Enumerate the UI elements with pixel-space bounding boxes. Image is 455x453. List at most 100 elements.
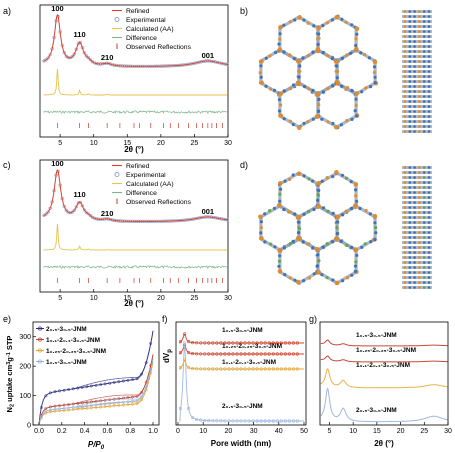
stack-layer xyxy=(402,65,432,68)
framework-atom xyxy=(345,86,350,90)
stack-atom xyxy=(413,25,416,28)
stack-atom xyxy=(427,15,431,18)
experimental-point xyxy=(70,55,74,59)
stack-atom xyxy=(408,35,412,38)
legend-swatch xyxy=(38,337,42,342)
stack-atom xyxy=(422,95,426,98)
framework-atom xyxy=(295,59,301,64)
pore-distribution-point xyxy=(239,367,243,371)
stack-atom xyxy=(422,201,426,204)
pore-distribution-point xyxy=(247,419,251,423)
framework-atom xyxy=(330,57,334,61)
pore-distribution-point xyxy=(247,341,251,345)
stack-atom xyxy=(422,60,426,63)
stack-atom xyxy=(418,20,421,23)
legend-swatch xyxy=(38,326,42,331)
x-tick-label: 0.4 xyxy=(80,428,90,435)
stack-atom xyxy=(408,50,412,53)
stack-atom xyxy=(422,191,426,194)
pore-distribution-point xyxy=(211,352,215,356)
stack-atom xyxy=(422,286,426,289)
isotherm-point xyxy=(85,400,89,404)
panel-a: a) 100 110 210 001 5 10 15 20 25 30 Refined Experi… xyxy=(3,4,232,154)
framework-atom xyxy=(273,245,277,249)
framework-atom xyxy=(316,269,322,275)
stack-atom xyxy=(413,236,416,239)
framework-atom xyxy=(341,213,345,217)
framework-atom xyxy=(326,54,330,58)
stack-atom xyxy=(403,266,407,269)
stack-atom xyxy=(413,251,416,254)
stack-atom xyxy=(422,216,426,219)
framework-atom xyxy=(350,23,354,27)
framework-atom xyxy=(335,76,339,80)
isotherm-point xyxy=(131,402,134,406)
stack-atom xyxy=(408,211,412,214)
framework-atom xyxy=(303,85,307,89)
stack-atom xyxy=(418,120,421,123)
stack-atom xyxy=(403,201,407,204)
stack-layer xyxy=(402,226,432,229)
peak-label: 001 xyxy=(202,207,215,216)
pore-distribution-point xyxy=(283,367,287,371)
isotherm-point xyxy=(62,403,66,407)
isotherm-point xyxy=(53,407,57,411)
x-tick-label: 5 xyxy=(58,295,62,302)
pxrd-line xyxy=(320,368,448,389)
panel-c-frame xyxy=(39,159,229,293)
isotherm-point xyxy=(149,368,153,372)
stack-atom xyxy=(408,196,412,199)
pore-distribution-point xyxy=(207,419,211,423)
series-label: 1₀.₁-2₀.₄-3₀.₅-JNM xyxy=(356,362,410,369)
series-label: 1₀.₂₅-2₀.₂₅-3₀.₅-JNM xyxy=(356,347,416,354)
framework-atom xyxy=(321,90,325,94)
stack-atom xyxy=(418,105,421,108)
stack-atom xyxy=(418,246,421,249)
stack-atom xyxy=(408,55,412,58)
framework-atom xyxy=(278,254,282,258)
pore-distribution-point xyxy=(263,367,267,371)
pore-distribution-point xyxy=(235,352,239,356)
stack-atom xyxy=(422,261,426,264)
isotherm-point xyxy=(131,399,134,403)
panel-g-frame xyxy=(319,321,449,426)
stack-layer xyxy=(402,55,432,58)
framework-atom xyxy=(339,84,344,88)
peak-label: 110 xyxy=(74,30,86,39)
stack-atom xyxy=(422,25,426,28)
framework-atom xyxy=(296,215,302,220)
stack-atom xyxy=(403,226,407,229)
stack-atom xyxy=(418,100,421,103)
pore-distribution-point xyxy=(251,352,255,356)
framework-atom xyxy=(298,64,302,68)
pore-distribution-point xyxy=(267,341,271,345)
isotherm-point xyxy=(99,403,103,406)
pore-distribution-point xyxy=(267,419,271,423)
isotherm-point xyxy=(103,405,107,409)
stack-atom xyxy=(403,125,407,128)
stack-atom xyxy=(403,251,407,254)
x-tick-label: 10 xyxy=(349,428,357,435)
stack-atom xyxy=(418,80,421,83)
framework-atom xyxy=(282,89,286,93)
pore-distribution-point xyxy=(211,419,215,423)
framework-atom xyxy=(311,117,315,121)
experimental-point xyxy=(44,58,48,62)
framework-atom xyxy=(349,206,354,210)
framework-atom xyxy=(296,171,302,177)
pore-distribution-point xyxy=(279,419,283,423)
stack-layer xyxy=(402,186,432,189)
isotherm-point xyxy=(39,406,43,410)
isotherm-point xyxy=(48,391,52,395)
framework-atom xyxy=(334,236,339,241)
pore-distribution-point xyxy=(287,367,291,371)
pore-distribution-point xyxy=(223,352,227,356)
pore-distribution-point xyxy=(255,341,259,345)
isotherm-point xyxy=(67,403,71,406)
stack-atom xyxy=(427,206,431,209)
stack-atom xyxy=(413,201,416,204)
panel-c-legend: Refined Experimental Calculated (AA) Differ… xyxy=(112,163,192,206)
framework-atom xyxy=(259,226,263,230)
peak-label: 100 xyxy=(51,4,64,13)
pore-distribution-point xyxy=(191,415,195,419)
